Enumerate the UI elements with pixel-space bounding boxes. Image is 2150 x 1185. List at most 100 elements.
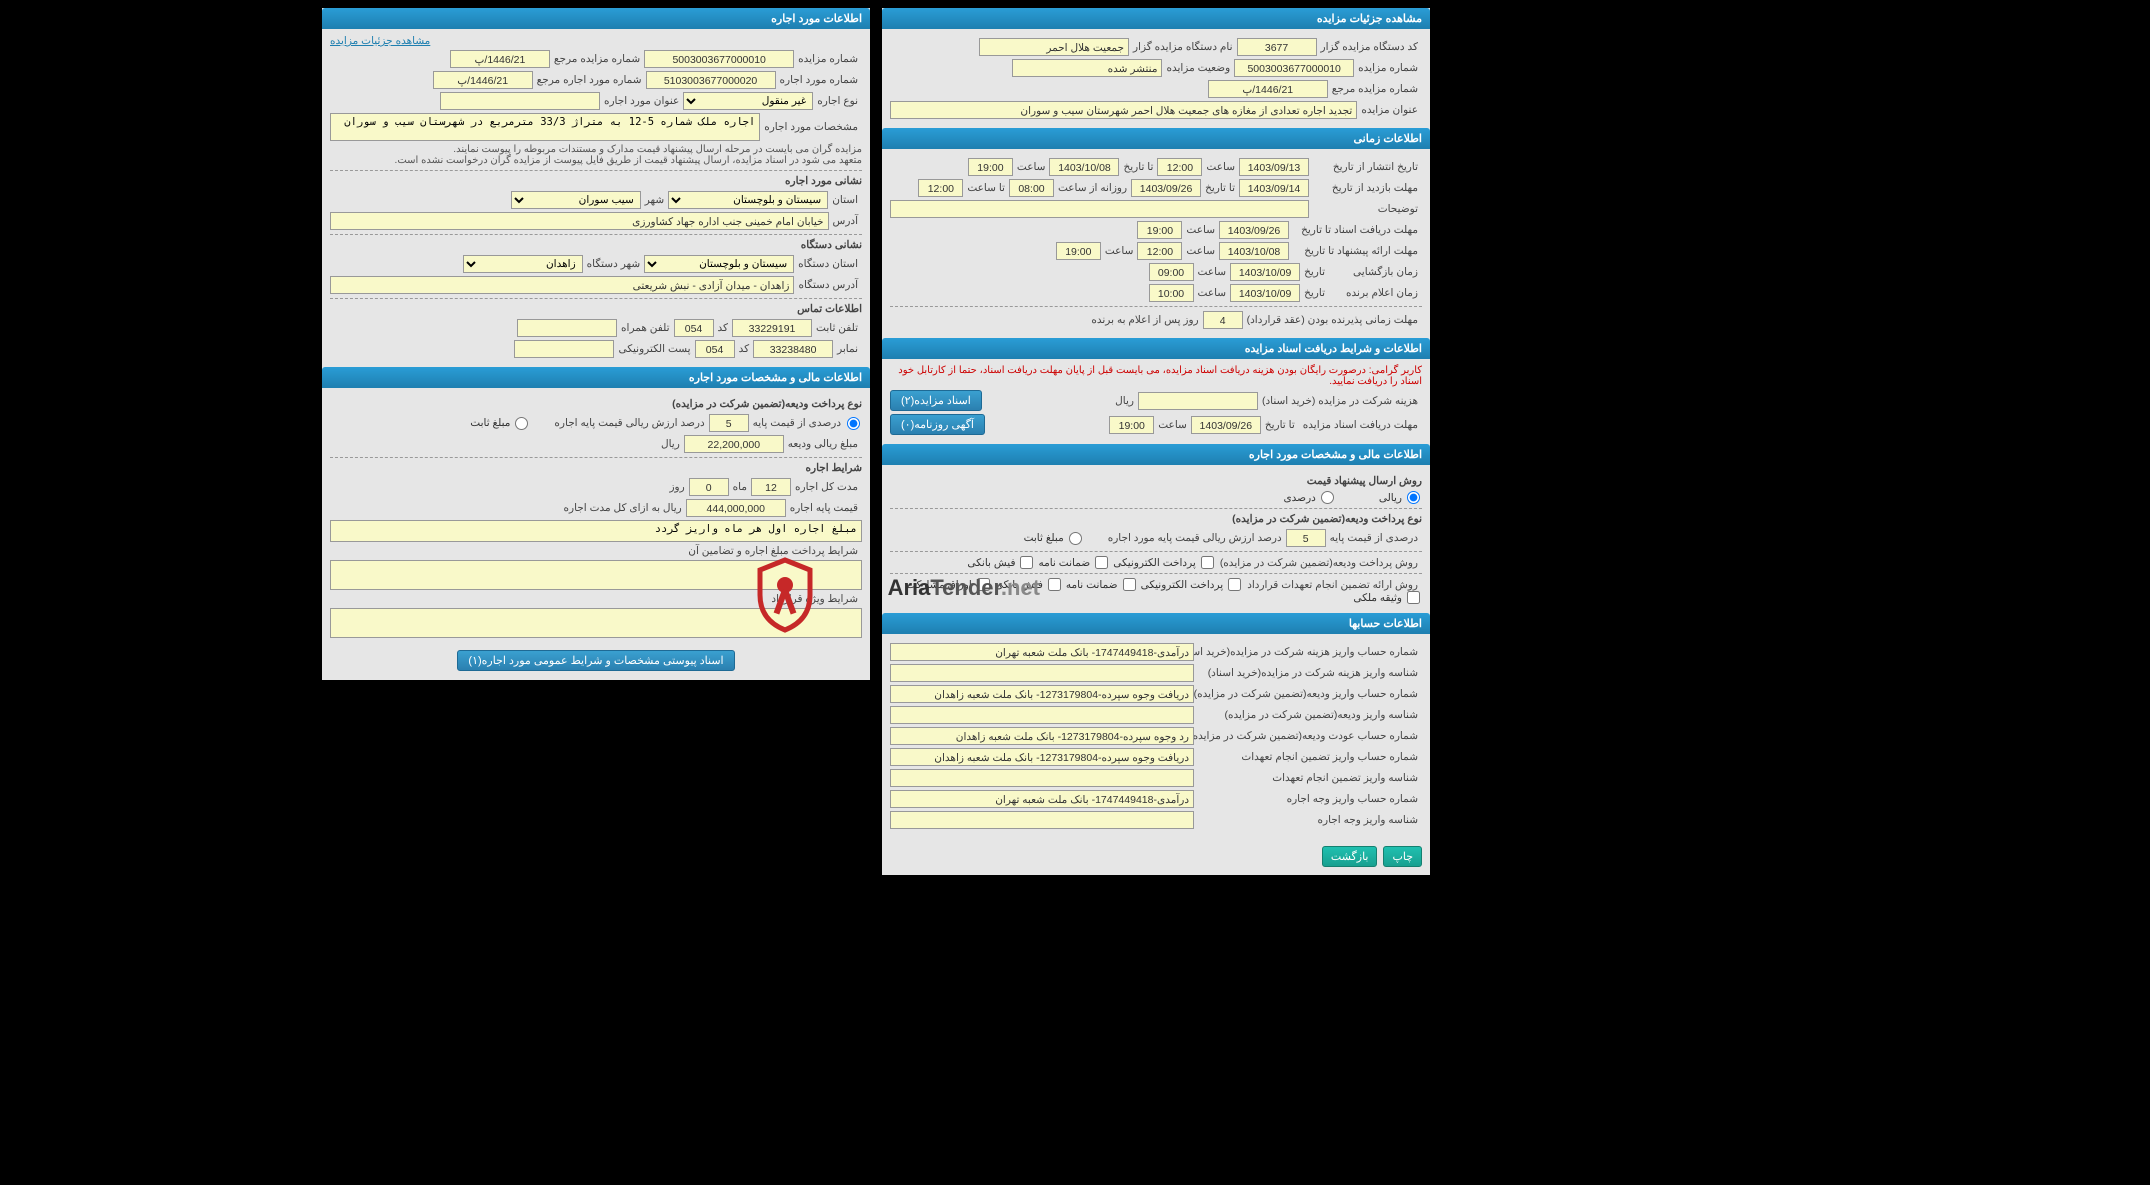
radio-fixed[interactable] (1069, 532, 1082, 545)
acc4-lbl: شناسه واریز ودیعه(تضمین شرکت در مزایده) (1198, 709, 1418, 721)
deadline-label: مهلت دریافت اسناد مزایده (1303, 419, 1418, 431)
org-label: نام دستگاه مزایده گزار (1133, 41, 1233, 53)
cb-elec-1[interactable] (1201, 556, 1214, 569)
open-date: 1403/10/09 (1230, 263, 1300, 281)
cb-elec-1-label: پرداخت الکترونیکی (1113, 557, 1196, 569)
status-field: منتشر شده (1012, 59, 1162, 77)
radio-rial[interactable] (1407, 491, 1420, 504)
l-sub-val: 5103003677000020 (646, 71, 776, 89)
divider-2 (890, 508, 1422, 509)
email-lbl: پست الکترونیکی (618, 343, 690, 355)
attach-button[interactable]: اسناد پیوستی مشخصات و شرایط عمومی مورد ا… (457, 650, 734, 671)
city-select[interactable]: سیب سوران (511, 191, 641, 209)
prov-select[interactable]: سیستان و بلوچستان (668, 191, 828, 209)
acc1-val: درآمدی-1747449418- بانک ملت شعبه تهران (890, 643, 1194, 661)
deptype-lbl: نوع پرداخت ودیعه(تضمین شرکت در مزایده) (330, 398, 862, 410)
doc-label: مهلت دریافت اسناد تا تاریخ (1293, 224, 1418, 236)
logo-t3: .net (1001, 575, 1040, 600)
dprov-lbl: استان دستگاه (798, 258, 858, 270)
acc2-lbl: شناسه واریز هزینه شرکت در مزایده(خرید اس… (1198, 667, 1418, 679)
cb-zaman-1[interactable] (1095, 556, 1108, 569)
acc-header: اطلاعات حسابها (882, 613, 1430, 634)
details-body: کد دستگاه مزایده گزار 3677 نام دستگاه مز… (882, 29, 1430, 128)
acc1-lbl: شماره حساب واریز هزینه شرکت در مزایده(خر… (1198, 646, 1418, 658)
open-label: زمان بازگشایی (1333, 266, 1418, 278)
fee-label: هزینه شرکت در مزایده (خرید اسناد) (1262, 395, 1418, 407)
time-hint-7: ساعت (1198, 287, 1227, 299)
addr-lbl: آدرس (833, 215, 858, 227)
dur-lbl: مدت کل اجاره (795, 481, 858, 493)
divider-l4 (330, 457, 862, 458)
pub-label: تاریخ انتشار از تاریخ (1313, 161, 1418, 173)
logo-text: AriaTender.net (888, 575, 1040, 601)
ref-field: 1446/21/پ (1208, 80, 1328, 98)
dcity-select[interactable]: زاهدان (463, 255, 583, 273)
dep-lbl: مبلغ ریالی ودیعه (788, 438, 858, 450)
deptype-label: نوع پرداخت ودیعه(تضمین شرکت در مزایده) (890, 513, 1422, 525)
logo-t1: Aria (888, 575, 931, 600)
l-num-val: 5003003677000010 (644, 50, 794, 68)
spec-field[interactable] (330, 113, 760, 141)
prov-lbl: استان (832, 194, 858, 206)
notes-lbl: توضیحات (1313, 203, 1418, 215)
cb-zaman-2[interactable] (1123, 578, 1136, 591)
radio-fixed-2[interactable] (515, 417, 528, 430)
cb-vasighe[interactable] (1407, 591, 1420, 604)
paymethod-label: روش پرداخت ودیعه(تضمین شرکت در مزایده) (1220, 557, 1418, 569)
cb-elec-2-label: پرداخت الکترونیکی (1141, 579, 1224, 591)
detail-link[interactable]: مشاهده جزئیات مزایده (330, 35, 430, 47)
tel-lbl: تلفن ثابت (816, 322, 858, 334)
radio-rial-label: ریالی (1379, 492, 1402, 504)
note2: متعهد می شود در اسناد مزایده، ارسال پیشن… (330, 155, 862, 166)
visit-t2: 12:00 (918, 179, 963, 197)
acc3-val: دریافت وجوه سپرده-1273179804- بانک ملت ش… (890, 685, 1194, 703)
deadline-to: 1403/09/26 (1191, 416, 1261, 434)
addr-sub: نشانی مورد اجاره (330, 175, 862, 187)
pct-label: درصدی از قیمت پایه (1330, 532, 1418, 544)
acc8-val: درآمدی-1747449418- بانک ملت شعبه تهران (890, 790, 1194, 808)
visit-t1: 08:00 (1009, 179, 1054, 197)
daddr-val: زاهدان - میدان آزادی - نبش شریعتی (330, 276, 794, 294)
dprov-select[interactable]: سیستان و بلوچستان (644, 255, 794, 273)
pct-val: 5 (1286, 529, 1326, 547)
fin-header: اطلاعات مالی و مشخصات مورد اجاره (882, 444, 1430, 465)
divider-4 (890, 573, 1422, 574)
title-field: تجدید اجاره تعدادی از مغازه های جمعیت هل… (890, 101, 1357, 119)
cb-fish-2[interactable] (1048, 578, 1061, 591)
news-button[interactable]: آگهی روزنامه(۰) (890, 414, 985, 435)
visit-daily: روزانه از ساعت (1058, 182, 1127, 194)
time-header: اطلاعات زمانی (882, 128, 1430, 149)
radio-pct[interactable] (1321, 491, 1334, 504)
daddr-lbl: آدرس دستگاه (798, 279, 858, 291)
pub-to-lbl: تا تاریخ (1123, 161, 1153, 173)
addr-val: خیابان امام خمینی جنب اداره جهاد کشاورزی (330, 212, 829, 230)
l-type-lbl: نوع اجاره (817, 95, 858, 107)
red-note: کاربر گرامی: درصورت رایگان بودن هزینه در… (890, 365, 1422, 387)
offer-to: 1403/10/08 (1219, 242, 1289, 260)
acc-body: شماره حساب واریز هزینه شرکت در مزایده(خر… (882, 634, 1430, 838)
month-note[interactable] (330, 520, 862, 542)
type-select[interactable]: غیر منقول (683, 92, 813, 110)
pub-t1: 12:00 (1157, 158, 1202, 176)
cb-vasighe-label: وثیقه ملکی (1353, 592, 1402, 604)
time-hint-4: ساعت (1186, 245, 1215, 257)
docs-button[interactable]: اسناد مزایده(۲) (890, 390, 982, 411)
cb-zaman-2-label: ضمانت نامه (1066, 579, 1118, 591)
cb-elec-2[interactable] (1228, 578, 1241, 591)
time-body: تاریخ انتشار از تاریخ 1403/09/13 ساعت 12… (882, 149, 1430, 338)
back-button[interactable]: بازگشت (1322, 846, 1378, 867)
tel-val: 33229191 (732, 319, 812, 337)
contact-sub: اطلاعات تماس (330, 303, 862, 315)
fee-unit: ریال (1115, 395, 1134, 407)
offer-t1: 12:00 (1137, 242, 1182, 260)
cb-fish-1[interactable] (1020, 556, 1033, 569)
time-hint-2: ساعت (1017, 161, 1046, 173)
dcity-lbl: شهر دستگاه (587, 258, 641, 270)
radio-pct-2[interactable] (847, 417, 860, 430)
divider-l3 (330, 298, 862, 299)
lease-sub: شرایط اجاره (330, 462, 862, 474)
print-button[interactable]: چاپ (1383, 846, 1422, 867)
base-lbl: قیمت پایه اجاره (790, 502, 858, 514)
logo-t2: Tender (930, 575, 1001, 600)
fax-lbl: نمابر (837, 343, 858, 355)
